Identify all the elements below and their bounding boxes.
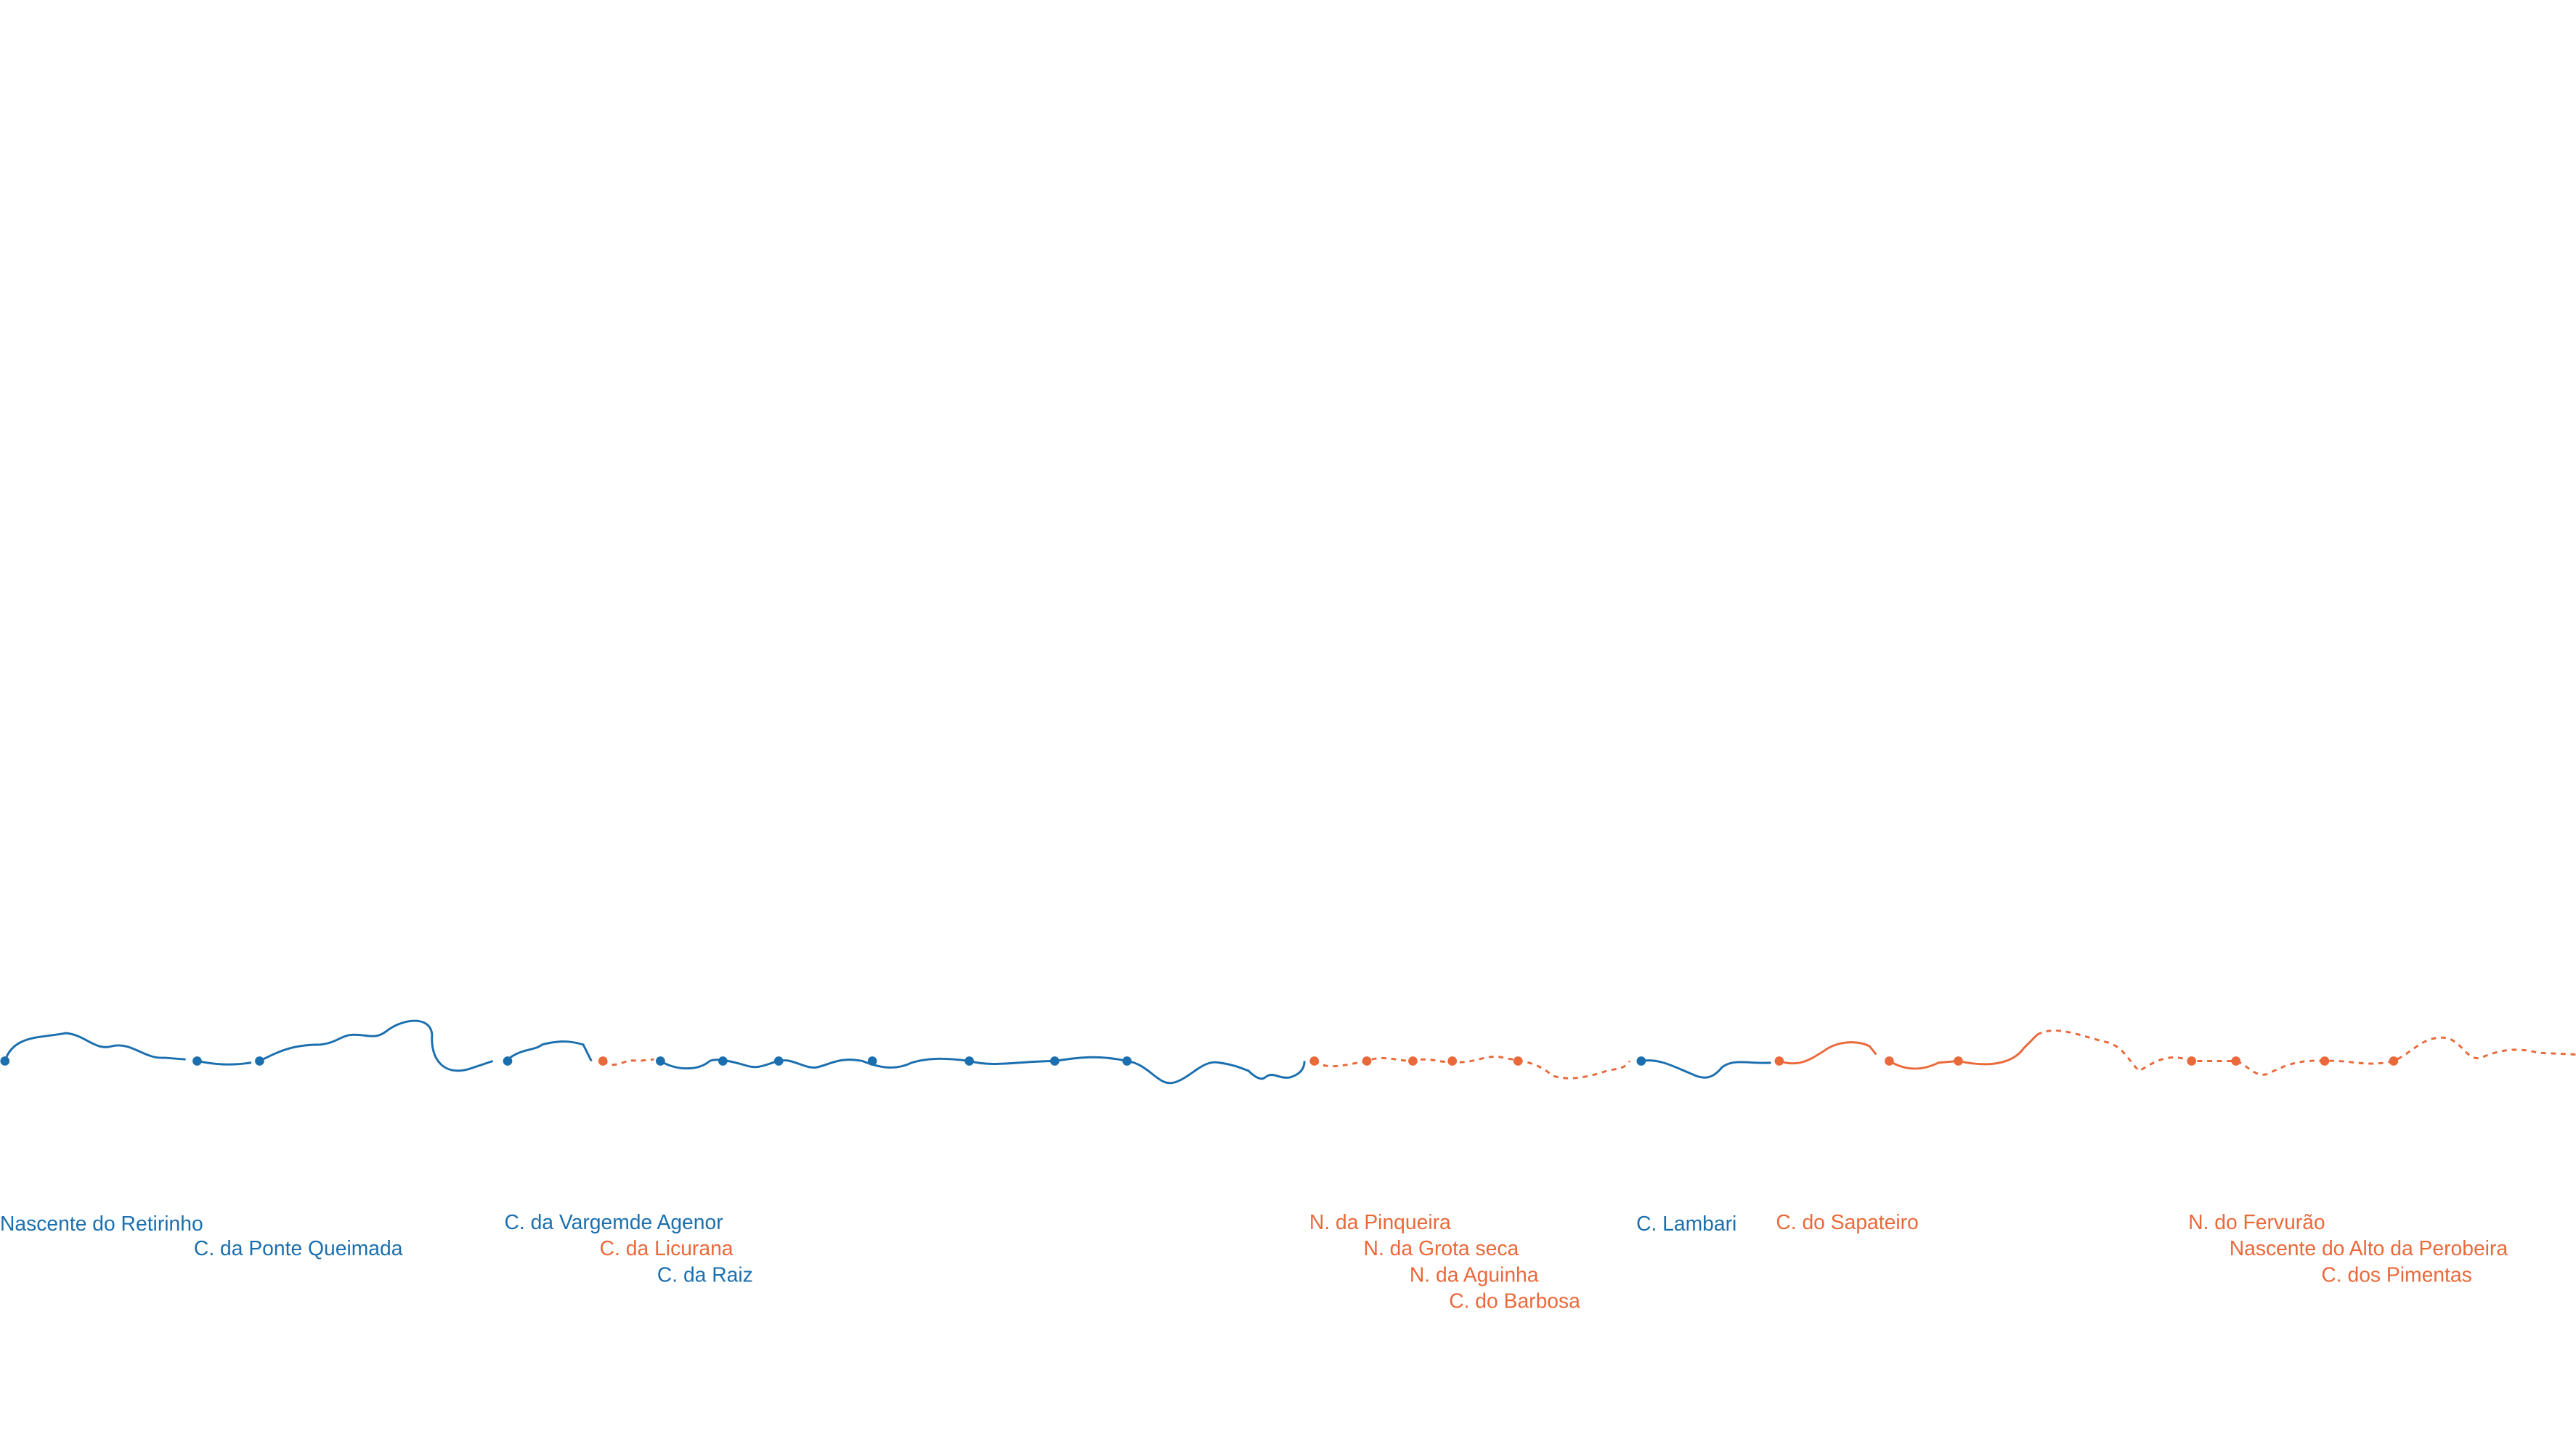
stream-segment [1641, 1059, 1771, 1079]
stream-label: C. Lambari [1636, 1212, 1736, 1235]
stream-segment [659, 1056, 1306, 1085]
stream-label: C. da Licurana [600, 1236, 734, 1260]
stream-dot [867, 1056, 877, 1066]
stream-dot [503, 1056, 513, 1066]
stream-dot [1636, 1056, 1646, 1066]
stream-dot [1122, 1056, 1132, 1066]
stream-label: C. do Sapateiro [1776, 1210, 1918, 1233]
stream-dot [1885, 1056, 1894, 1066]
stream-dot [598, 1056, 608, 1066]
stream-dot [192, 1056, 202, 1066]
stream-label: N. da Aguinha [1410, 1263, 1539, 1286]
stream-dot [1513, 1056, 1523, 1066]
stream-label: N. do Fervurão [2188, 1210, 2325, 1233]
stream-dot [656, 1056, 665, 1066]
stream-dot [718, 1056, 728, 1066]
stream-segment [4, 1032, 186, 1061]
stream-segment [1888, 1034, 2039, 1070]
stream-dot [964, 1056, 974, 1066]
stream-segment [507, 1040, 593, 1062]
stream-label: C. da Raiz [657, 1263, 753, 1286]
stream-dot [1049, 1056, 1060, 1066]
stream-segment [259, 1019, 494, 1072]
stream-segment [2036, 1029, 2576, 1076]
stream-dot [1954, 1056, 1963, 1066]
stream-label: Nascente do Alto da Perobeira [2230, 1236, 2508, 1260]
river-lines [4, 1019, 2576, 1085]
stream-dot [2389, 1056, 2399, 1066]
stream-label: C. da Vargemde Agenor [504, 1210, 723, 1233]
stream-segment [197, 1060, 252, 1066]
stream-dot [255, 1056, 264, 1066]
stream-segment [602, 1058, 654, 1066]
stream-dot [1447, 1056, 1458, 1066]
stream-dot [2187, 1056, 2196, 1066]
stream-label: Nascente do Retirinho [0, 1212, 203, 1235]
stream-dot [1309, 1056, 1320, 1066]
stream-label: N. da Grota seca [1364, 1236, 1519, 1260]
stream-dot [0, 1056, 10, 1066]
stream-label: C. do Barbosa [1449, 1289, 1580, 1312]
stream-dots [0, 1056, 2399, 1066]
stream-dot [2320, 1056, 2330, 1066]
stream-dot [1774, 1056, 1784, 1066]
stream-segment [1779, 1041, 1877, 1065]
stream-dot [773, 1056, 784, 1066]
stream-dot [2231, 1056, 2241, 1066]
stream-dot [1408, 1056, 1418, 1066]
stream-segment [1313, 1056, 1631, 1080]
stream-label: C. dos Pimentas [2321, 1263, 2471, 1286]
stream-label: C. da Ponte Queimada [194, 1236, 403, 1260]
stream-label: N. da Pinqueira [1309, 1210, 1451, 1233]
stream-dot [1362, 1056, 1372, 1066]
